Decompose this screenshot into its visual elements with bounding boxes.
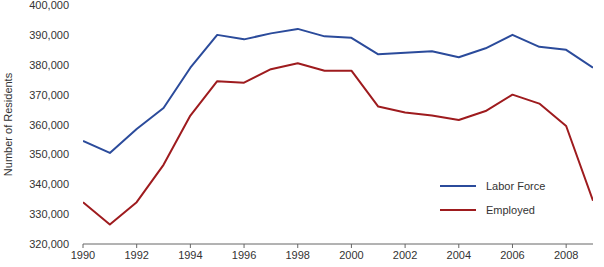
x-tick (297, 244, 298, 248)
y-tick (80, 214, 83, 215)
x-tick (136, 244, 137, 248)
y-tick (80, 124, 83, 125)
x-tick (244, 244, 245, 248)
y-tick-label: 360,000 (29, 119, 69, 131)
x-tick (566, 244, 567, 248)
legend: Labor Force Employed (440, 180, 545, 216)
y-tick-label: 350,000 (29, 148, 69, 160)
y-tick (80, 184, 83, 185)
y-tick-label: 330,000 (29, 208, 69, 220)
series-line (83, 63, 593, 224)
y-tick-label: 370,000 (29, 89, 69, 101)
x-tick-label: 2000 (339, 249, 363, 261)
y-tick-label: 320,000 (29, 238, 69, 250)
legend-label: Labor Force (486, 180, 545, 192)
y-tick-label: 380,000 (29, 59, 69, 71)
x-tick-label: 1996 (232, 249, 256, 261)
x-tick (351, 244, 352, 248)
x-tick (458, 244, 459, 248)
y-tick (80, 5, 83, 6)
y-tick-label: 340,000 (29, 178, 69, 190)
plot-area (83, 29, 593, 225)
legend-label: Employed (486, 204, 535, 216)
y-axis-title: Number of Residents (2, 72, 14, 176)
x-tick-label: 1994 (178, 249, 202, 261)
legend-swatch (440, 185, 476, 187)
x-tick (83, 244, 84, 248)
y-tick (80, 34, 83, 35)
y-tick (80, 154, 83, 155)
x-tick-label: 1990 (71, 249, 95, 261)
y-tick-label: 390,000 (29, 29, 69, 41)
legend-swatch (440, 209, 476, 211)
x-tick-label: 1992 (124, 249, 148, 261)
x-axis-line (83, 244, 593, 245)
x-tick-label: 2006 (500, 249, 524, 261)
x-tick-label: 2002 (393, 249, 417, 261)
x-tick-label: 2004 (447, 249, 471, 261)
y-tick-label: 400,000 (29, 0, 69, 11)
x-tick (405, 244, 406, 248)
x-tick (512, 244, 513, 248)
y-tick (80, 64, 83, 65)
x-tick-label: 1998 (285, 249, 309, 261)
series-line (83, 29, 593, 153)
x-tick (190, 244, 191, 248)
chart: 320,000 330,000 340,000 350,000 360,000 370,0… (0, 0, 604, 267)
x-tick-label: 2008 (554, 249, 578, 261)
y-tick (80, 94, 83, 95)
